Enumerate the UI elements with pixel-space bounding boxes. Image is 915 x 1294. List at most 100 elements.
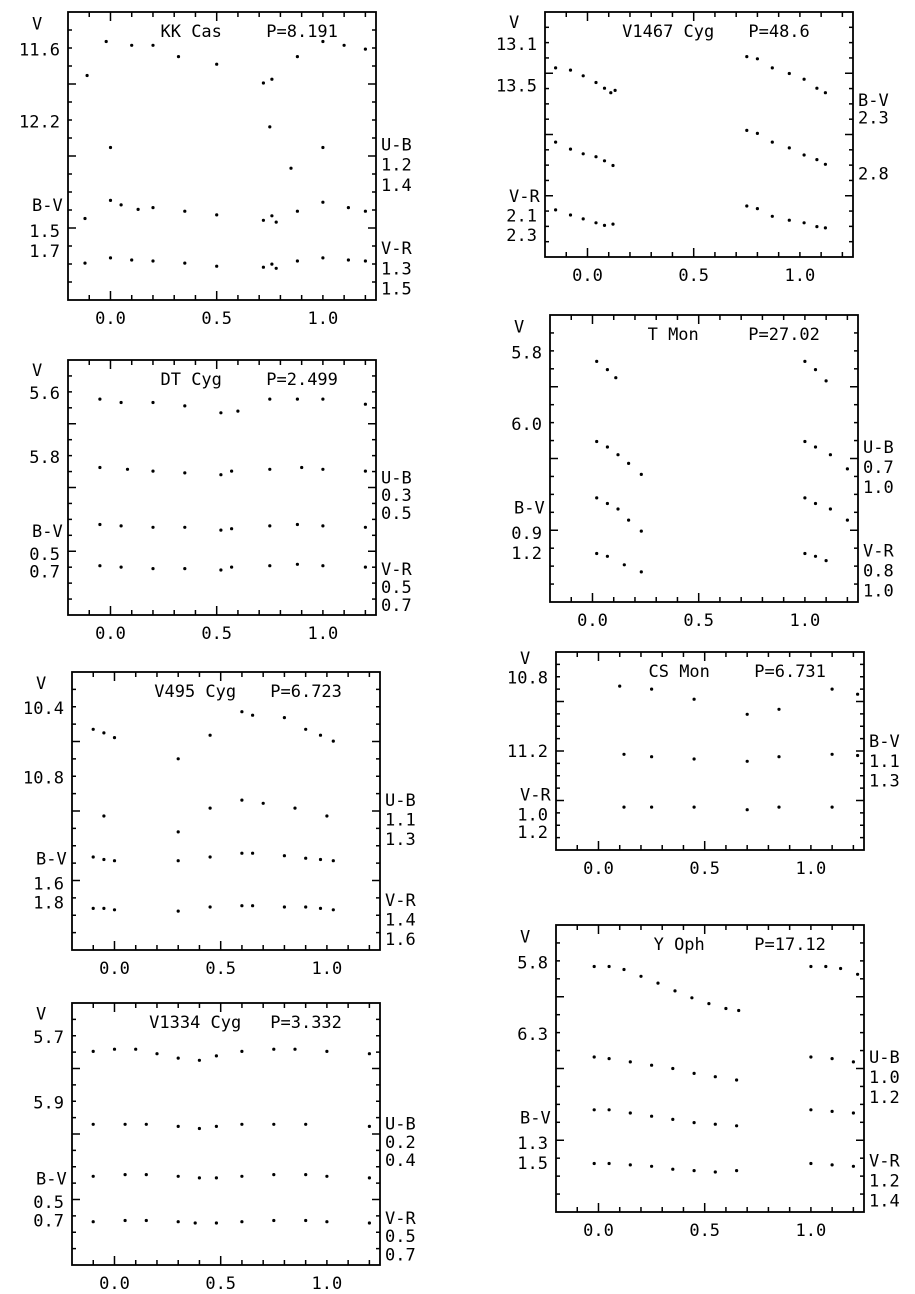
data-point <box>183 567 187 571</box>
panel-dt-cyg: 0.0 0.5 1.0DT Cyg P=2.499V5.65.8B-V0.50.7U-… <box>29 359 412 644</box>
series-v-r <box>83 256 367 270</box>
data-point <box>295 397 299 401</box>
data-point <box>119 565 123 569</box>
left-axis-tick: 10.8 <box>23 769 64 789</box>
left-axis-tick: 5.7 <box>33 1028 64 1048</box>
data-point <box>692 1121 696 1125</box>
data-point <box>261 81 265 85</box>
data-point <box>367 1124 371 1128</box>
data-point <box>602 86 607 90</box>
data-point <box>770 66 774 70</box>
data-point <box>151 525 155 529</box>
left-axis-tick: 11.6 <box>19 40 60 60</box>
data-point <box>851 1111 856 1115</box>
data-point <box>98 465 102 470</box>
right-axis-name: B-V <box>858 91 889 111</box>
data-point <box>268 467 272 471</box>
data-point <box>745 55 749 59</box>
x-tick-label: 1.0 <box>796 1221 827 1241</box>
data-point <box>823 226 828 230</box>
data-point <box>639 570 643 574</box>
data-point <box>605 501 610 506</box>
right-axis-tick: 2.3 <box>858 108 889 128</box>
data-point <box>777 805 781 809</box>
data-point <box>755 207 760 211</box>
panel-t-mon: 0.0 0.5 1.0 T Mon P=27.02 V 5.8 6.0 B-V 0.91.2 U-B… <box>511 314 894 631</box>
data-point <box>304 727 308 731</box>
data-point <box>595 496 599 500</box>
data-point <box>331 859 335 863</box>
data-point <box>176 1124 180 1128</box>
series-v <box>91 1047 371 1062</box>
data-point <box>554 66 558 70</box>
data-point <box>183 404 187 408</box>
data-point <box>325 1174 329 1178</box>
right-axis-tick: 0.3 <box>381 486 412 506</box>
data-point <box>104 39 108 44</box>
data-point <box>219 411 223 415</box>
data-point <box>592 1055 596 1059</box>
data-point <box>208 806 212 810</box>
data-point <box>119 400 123 405</box>
data-point <box>745 712 749 716</box>
data-point <box>616 507 620 511</box>
data-point <box>295 562 299 566</box>
data-point <box>91 1220 95 1224</box>
data-point <box>607 964 611 969</box>
data-point <box>108 145 113 150</box>
star-name: V1334 Cyg <box>149 1013 241 1033</box>
right-axis-name: V-R <box>385 891 416 911</box>
data-point <box>828 453 833 457</box>
data-point <box>803 439 807 444</box>
left-axis-tick: 1.5 <box>29 222 60 242</box>
data-point <box>176 1174 180 1178</box>
data-point <box>151 43 155 47</box>
data-point <box>342 43 346 47</box>
data-point <box>824 559 828 563</box>
data-point <box>614 376 618 380</box>
data-point <box>581 217 585 221</box>
data-point <box>274 220 278 224</box>
data-point <box>183 525 187 529</box>
data-point <box>98 397 102 401</box>
data-point <box>639 974 643 978</box>
panel-cs-mon: 0.0 0.5 1.0CS Mon P=6.731V10.811.2V-R1.01.2… <box>507 649 900 879</box>
data-point <box>737 1008 741 1013</box>
data-point <box>735 1078 739 1082</box>
data-point <box>581 74 585 78</box>
data-point <box>183 471 187 475</box>
data-point <box>214 1054 218 1058</box>
data-point <box>215 213 219 217</box>
data-point <box>745 204 749 208</box>
data-point <box>176 1056 180 1060</box>
data-point <box>803 359 807 363</box>
right-axis-tick: 1.1 <box>385 810 416 830</box>
series-v-r <box>622 805 834 812</box>
left-axis-tick: 10.4 <box>23 699 64 719</box>
data-point <box>627 461 631 465</box>
data-point <box>777 755 781 759</box>
right-axis-tick: 1.6 <box>385 930 416 950</box>
data-point <box>230 469 234 473</box>
data-point <box>300 465 304 470</box>
data-point <box>363 209 367 213</box>
data-point <box>123 1122 127 1126</box>
right-axis-name: U-B <box>869 1048 900 1068</box>
data-point <box>692 1071 696 1075</box>
left-axis-tick: 5.6 <box>29 384 60 404</box>
data-point <box>595 551 599 556</box>
star-name: CS Mon <box>648 662 709 682</box>
data-point <box>282 716 286 720</box>
panel-frame <box>67 11 377 301</box>
data-point <box>321 397 325 401</box>
series-u-b <box>595 439 850 476</box>
data-point <box>197 1058 201 1062</box>
data-point <box>581 152 585 156</box>
period-label: P=6.731 <box>754 662 826 682</box>
data-point <box>602 223 607 227</box>
data-point <box>155 1052 159 1056</box>
data-point <box>809 964 813 969</box>
data-point <box>650 687 654 691</box>
